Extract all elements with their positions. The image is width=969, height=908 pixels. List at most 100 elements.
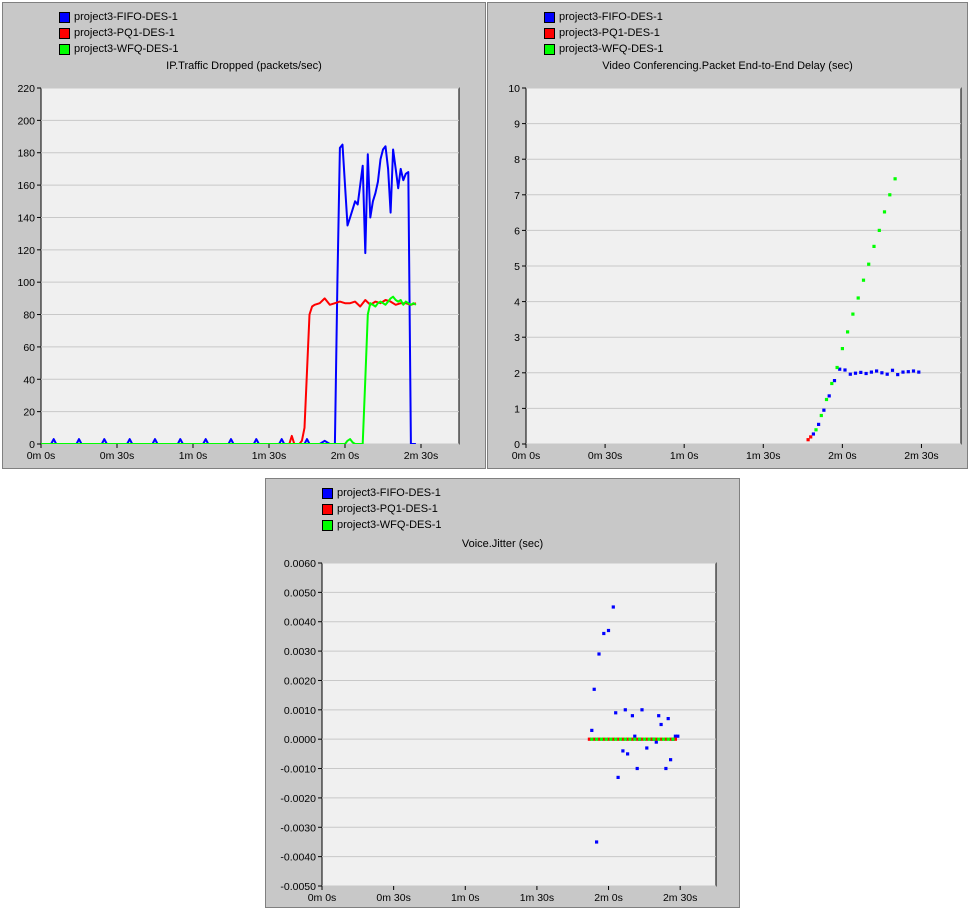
y-tick-label: 0.0050 [284, 587, 316, 599]
y-tick-label: 160 [17, 180, 35, 192]
x-tick-label: 2m 30s [663, 892, 697, 904]
legend: project3-FIFO-DES-1 project3-PQ1-DES-1 p… [544, 9, 664, 57]
data-point-fifo [843, 368, 847, 372]
data-point-fifo [602, 631, 606, 636]
plot-area [40, 87, 460, 445]
chart-panel-voice-jitter: project3-FIFO-DES-1 project3-PQ1-DES-1 p… [265, 478, 740, 908]
legend-label: project3-WFQ-DES-1 [559, 43, 664, 55]
data-point-wfq [835, 365, 839, 370]
y-tick-label: 5 [514, 261, 520, 273]
data-point-fifo [853, 371, 858, 375]
data-point-fifo [597, 652, 601, 656]
legend-swatch [322, 487, 333, 499]
legend-swatch [59, 27, 70, 39]
data-point-wfq [840, 347, 844, 351]
y-tick-label: 10 [508, 83, 520, 95]
data-point-pq [587, 737, 591, 741]
chart-panel-traffic-dropped: project3-FIFO-DES-1 project3-PQ1-DES-1 p… [2, 2, 486, 469]
legend: project3-FIFO-DES-1 project3-PQ1-DES-1 p… [322, 485, 442, 533]
data-point-pq [635, 737, 639, 741]
data-point-wfq [604, 737, 608, 741]
y-tick-label: 4 [514, 297, 520, 309]
y-tick-label: 0 [29, 439, 35, 451]
x-tick-label: 0m 0s [27, 450, 56, 462]
data-point-wfq [856, 296, 860, 300]
data-point-wfq [628, 737, 632, 741]
data-point-wfq [614, 737, 618, 741]
data-point-fifo [822, 408, 826, 412]
data-point-pq [630, 737, 634, 741]
y-tick-label: 180 [17, 148, 35, 160]
data-point-fifo [676, 734, 680, 738]
legend-item-pq: project3-PQ1-DES-1 [59, 25, 179, 41]
y-tick-label: 140 [17, 212, 35, 224]
data-point-fifo [869, 370, 873, 374]
legend-item-fifo: project3-FIFO-DES-1 [544, 9, 664, 25]
data-point-fifo [621, 749, 625, 753]
legend-item-wfq: project3-WFQ-DES-1 [322, 517, 442, 533]
data-point-fifo [659, 722, 663, 727]
data-point-wfq [652, 737, 656, 741]
data-point-fifo [657, 714, 661, 718]
data-point-pq [664, 737, 668, 741]
data-point-fifo [666, 717, 670, 721]
y-tick-label: 0.0010 [284, 705, 316, 717]
legend-swatch [544, 27, 555, 39]
data-point-wfq [647, 737, 651, 741]
data-point-wfq [814, 428, 818, 432]
series-layer [41, 143, 417, 444]
y-tick-label: 9 [514, 119, 520, 131]
y-tick-label: 60 [23, 342, 35, 354]
chart-title: Video Conferencing.Packet End-to-End Del… [602, 60, 853, 72]
x-tick-label: 2m 30s [404, 450, 438, 462]
data-point-fifo [611, 605, 615, 609]
y-tick-label: 1 [514, 403, 520, 415]
data-point-wfq [861, 278, 866, 282]
y-tick-label: 2 [514, 368, 520, 380]
data-point-pq [626, 737, 630, 741]
data-point-fifo [890, 368, 895, 372]
y-tick-label: 0.0000 [284, 734, 316, 746]
y-tick-label: 220 [17, 83, 35, 95]
y-tick-label: 0.0020 [284, 675, 316, 687]
legend-label: project3-WFQ-DES-1 [74, 43, 179, 55]
data-point-wfq [661, 737, 666, 741]
legend-swatch [59, 43, 70, 55]
x-tick-label: 1m 30s [746, 450, 780, 462]
data-point-pq [611, 737, 615, 741]
x-tick-label: 0m 30s [376, 892, 410, 904]
data-point-fifo [911, 369, 916, 373]
y-tick-label: 6 [514, 225, 520, 237]
y-tick-label: -0.0020 [280, 793, 316, 805]
data-point-wfq [666, 737, 670, 741]
data-point-fifo [859, 370, 863, 374]
chart-title: Voice.Jitter (sec) [461, 538, 544, 550]
data-point-pq [806, 438, 810, 442]
x-tick-label: 2m 30s [904, 450, 938, 462]
data-point-pq [659, 737, 663, 741]
data-point-fifo [901, 370, 905, 374]
x-tick-label: 1m 30s [520, 892, 554, 904]
legend-label: project3-WFQ-DES-1 [337, 519, 442, 531]
legend-item-pq: project3-PQ1-DES-1 [544, 25, 664, 41]
data-point-fifo [645, 746, 649, 750]
legend: project3-FIFO-DES-1 project3-PQ1-DES-1 p… [59, 9, 179, 57]
data-point-fifo [595, 840, 599, 844]
data-point-fifo [664, 766, 668, 771]
plot-area [321, 562, 717, 887]
y-tick-label: 80 [23, 310, 35, 322]
data-point-fifo [626, 752, 630, 756]
chart-plot-voice-jitter: -0.0050 -0.0040 -0.0030 -0.0020 -0.0010 0.000… [280, 558, 717, 904]
x-tick-label: 0m 30s [588, 450, 622, 462]
data-point-fifo [817, 422, 821, 426]
data-point-fifo [848, 372, 852, 376]
legend-item-wfq: project3-WFQ-DES-1 [544, 41, 664, 57]
x-tick-label: 2m 0s [828, 450, 857, 462]
data-point-pq [606, 737, 611, 741]
data-point-fifo [864, 371, 868, 376]
data-point-wfq [877, 228, 881, 232]
data-point-wfq [846, 330, 850, 334]
data-point-fifo [880, 371, 884, 375]
data-point-fifo [640, 708, 644, 712]
data-point-pq [654, 737, 658, 741]
